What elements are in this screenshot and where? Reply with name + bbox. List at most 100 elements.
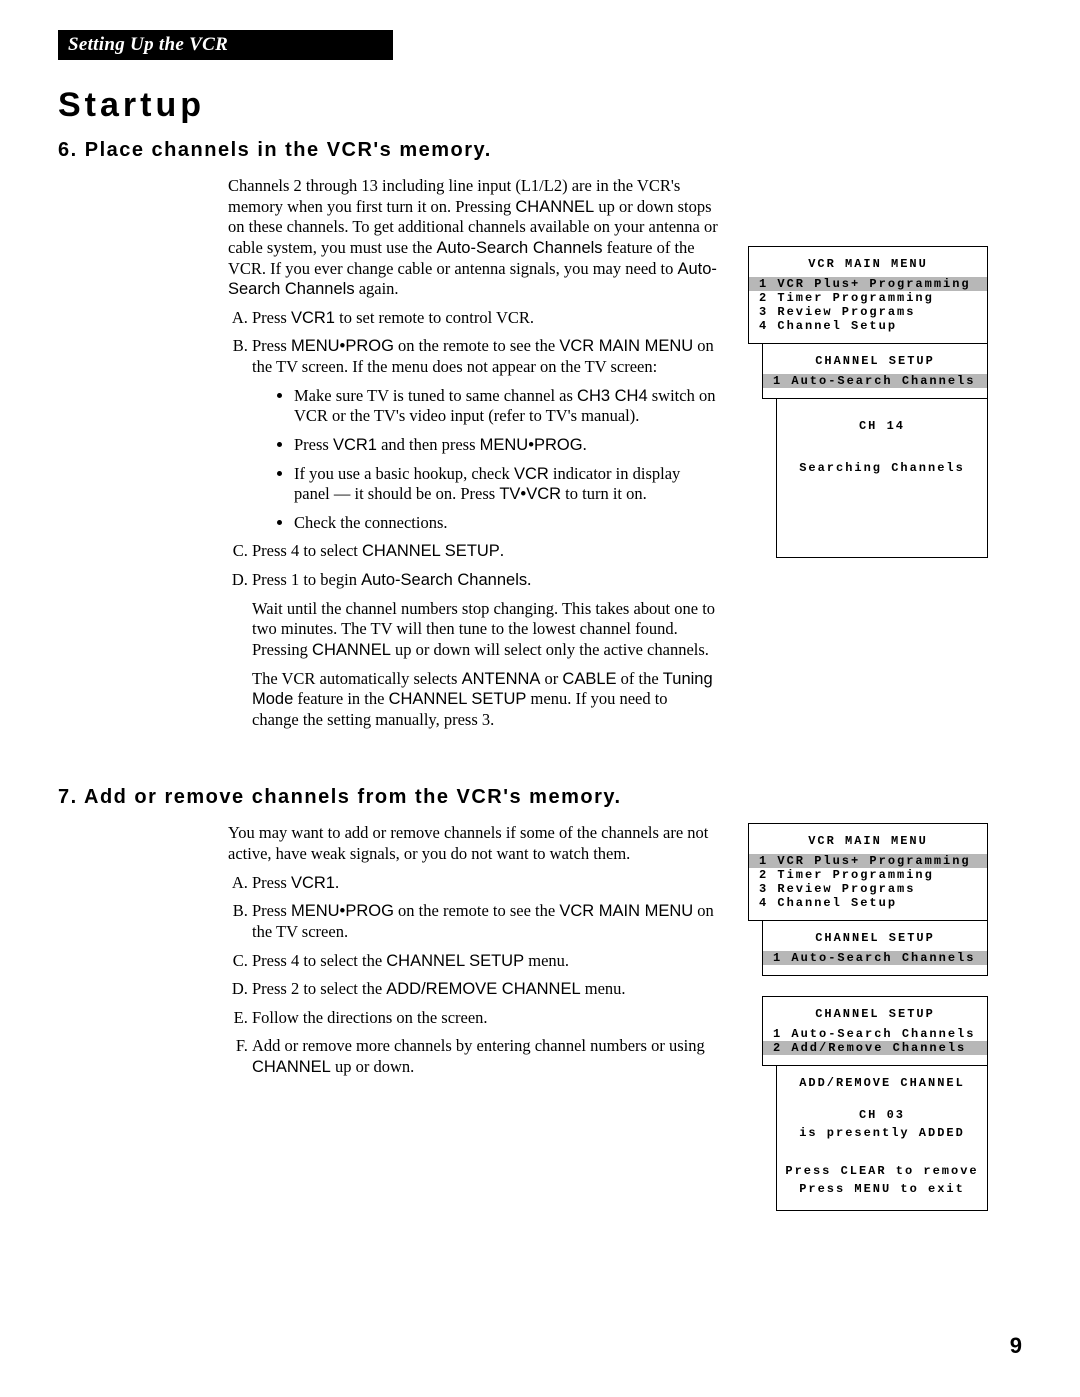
text: The VCR automatically selects (252, 669, 462, 688)
step7-heading: 7. Add or remove channels from the VCR's… (58, 786, 1022, 809)
channel-number: CH 03 (777, 1106, 987, 1124)
text: or (540, 669, 562, 688)
vcr-indicator: VCR (514, 465, 549, 483)
text: Press (294, 435, 333, 454)
step7-B: Press MENU•PROG on the remote to see the… (252, 901, 718, 942)
menu-item: 4 Channel Setup (749, 319, 987, 333)
step7-F: Add or remove more channels by entering … (252, 1036, 718, 1077)
screen-title: CHANNEL SETUP (763, 921, 987, 951)
screen-title: CHANNEL SETUP (763, 344, 987, 374)
bullet: Make sure TV is tuned to same channel as… (294, 386, 718, 427)
ch3ch4-label: CH3 CH4 (577, 387, 648, 405)
text: on the remote to see the (394, 336, 559, 355)
text: menu. (581, 979, 626, 998)
text: up or down will select only the active c… (391, 640, 709, 659)
screen-channel-setup-2: CHANNEL SETUP 1 Auto-Search Channels 2 A… (762, 996, 988, 1066)
text: . (335, 873, 339, 892)
channel-setup-label: CHANNEL SETUP (389, 690, 527, 708)
auto-search-label: Auto-Search Channels (437, 239, 603, 257)
screen-vcr-main-menu: VCR MAIN MENU 1 VCR Plus+ Programming 2 … (748, 246, 988, 344)
screen-vcr-main-menu: VCR MAIN MENU 1 VCR Plus+ Programming 2 … (748, 823, 988, 921)
step7-intro: You may want to add or remove channels i… (228, 823, 718, 864)
vcr1-key: VCR1 (291, 309, 335, 327)
bullet: Check the connections. (294, 513, 718, 534)
screen-channel-setup: CHANNEL SETUP 1 Auto-Search Channels (762, 920, 988, 976)
page-title: Startup (58, 86, 1022, 125)
channel-setup-label: CHANNEL SETUP (362, 542, 500, 560)
text: and then press (377, 435, 480, 454)
menu-item-highlight: 1 VCR Plus+ Programming (749, 277, 987, 291)
channel-number: CH 14 (777, 417, 987, 435)
step6-B: Press MENU•PROG on the remote to see the… (252, 336, 718, 533)
menu-item-highlight: 1 Auto-Search Channels (763, 374, 987, 388)
step7-body: You may want to add or remove channels i… (228, 823, 718, 1085)
text: feature in the (293, 689, 388, 708)
step6-body: Channels 2 through 13 including line inp… (228, 176, 718, 738)
menu-item: 3 Review Programs (749, 305, 987, 319)
channel-key: CHANNEL (515, 198, 594, 216)
channel-key: CHANNEL (252, 1058, 331, 1076)
menu-item: 2 Timer Programming (749, 868, 987, 882)
text: . (527, 570, 531, 589)
text: Press 4 to select the (252, 951, 386, 970)
screen-add-remove: ADD/REMOVE CHANNEL CH 03 is presently AD… (776, 1065, 988, 1211)
menu-name: VCR MAIN MENU (559, 902, 693, 920)
channel-key: CHANNEL (312, 641, 391, 659)
text: menu. (524, 951, 569, 970)
channel-setup-label: CHANNEL SETUP (386, 952, 524, 970)
step6-section: Channels 2 through 13 including line inp… (58, 176, 1022, 738)
text: Press (252, 336, 291, 355)
step6-list: Press VCR1 to set remote to control VCR.… (228, 308, 718, 731)
step6-A: Press VCR1 to set remote to control VCR. (252, 308, 718, 329)
menu-item-highlight: 1 VCR Plus+ Programming (749, 854, 987, 868)
menuprog-key: MENU•PROG (291, 902, 394, 920)
auto-search-label: Auto-Search Channels (361, 571, 527, 589)
status-text: Searching Channels (777, 459, 987, 477)
screen-title: VCR MAIN MENU (749, 247, 987, 277)
menu-name: VCR MAIN MENU (559, 337, 693, 355)
step7-E: Follow the directions on the screen. (252, 1008, 718, 1029)
step7-list: Press VCR1. Press MENU•PROG on the remot… (228, 873, 718, 1078)
instruction-text: Press CLEAR to remove (777, 1162, 987, 1180)
step6-intro: Channels 2 through 13 including line inp… (228, 176, 718, 300)
menu-item-highlight: 1 Auto-Search Channels (763, 951, 987, 965)
bullet: If you use a basic hookup, check VCR ind… (294, 464, 718, 505)
text: up or down. (331, 1057, 414, 1076)
text: again. (355, 279, 399, 298)
text: to set remote to control VCR. (335, 308, 534, 327)
text: . (500, 541, 504, 560)
step7-A: Press VCR1. (252, 873, 718, 894)
screen-title: CHANNEL SETUP (763, 997, 987, 1027)
text: Press (252, 901, 291, 920)
step6-C: Press 4 to select CHANNEL SETUP. (252, 541, 718, 562)
tvvcr-key: TV•VCR (499, 485, 561, 503)
instruction-text: Press MENU to exit (777, 1180, 987, 1198)
step6-D-para2: The VCR automatically selects ANTENNA or… (252, 669, 718, 731)
menuprog-key: MENU•PROG (291, 337, 394, 355)
cable-label: CABLE (562, 670, 616, 688)
vcr1-key: VCR1 (291, 874, 335, 892)
manual-page: Setting Up the VCR Startup 6. Place chan… (0, 0, 1080, 1397)
screen-title: ADD/REMOVE CHANNEL (777, 1066, 987, 1096)
screen-channel-setup: CHANNEL SETUP 1 Auto-Search Channels (762, 343, 988, 399)
step6-heading: 6. Place channels in the VCR's memory. (58, 139, 1022, 162)
chapter-header: Setting Up the VCR (58, 30, 393, 60)
menuprog-key: MENU•PROG (480, 436, 583, 454)
text: of the (617, 669, 663, 688)
text: Press 2 to select the (252, 979, 386, 998)
antenna-label: ANTENNA (462, 670, 541, 688)
step7-D: Press 2 to select the ADD/REMOVE CHANNEL… (252, 979, 718, 1000)
step7-screens: VCR MAIN MENU 1 VCR Plus+ Programming 2 … (748, 823, 988, 1211)
menu-item: 2 Timer Programming (749, 291, 987, 305)
status-text: is presently ADDED (777, 1124, 987, 1142)
text: Make sure TV is tuned to same channel as (294, 386, 577, 405)
screen-title: VCR MAIN MENU (749, 824, 987, 854)
text: Press 4 to select (252, 541, 362, 560)
menu-item-highlight: 2 Add/Remove Channels (763, 1041, 987, 1055)
text: If you use a basic hookup, check (294, 464, 514, 483)
page-number: 9 (1010, 1333, 1022, 1359)
step6-screens: VCR MAIN MENU 1 VCR Plus+ Programming 2 … (748, 176, 988, 558)
text: Press 1 to begin (252, 570, 361, 589)
menu-item: 4 Channel Setup (749, 896, 987, 910)
add-remove-label: ADD/REMOVE CHANNEL (386, 980, 580, 998)
